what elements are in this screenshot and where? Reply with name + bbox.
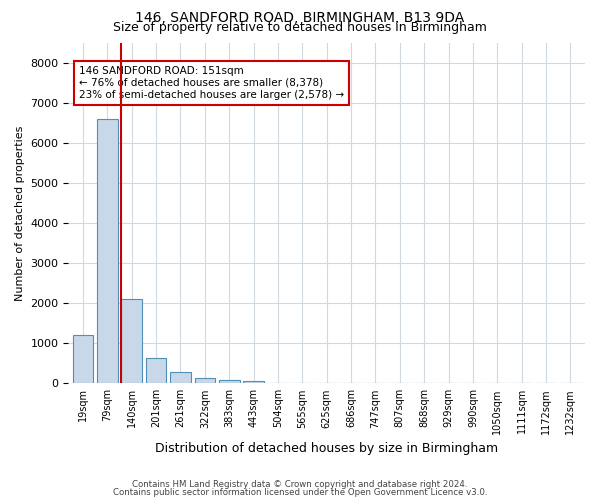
- Text: Contains HM Land Registry data © Crown copyright and database right 2024.: Contains HM Land Registry data © Crown c…: [132, 480, 468, 489]
- Text: 146, SANDFORD ROAD, BIRMINGHAM, B13 9DA: 146, SANDFORD ROAD, BIRMINGHAM, B13 9DA: [136, 11, 464, 25]
- Text: Size of property relative to detached houses in Birmingham: Size of property relative to detached ho…: [113, 22, 487, 35]
- Bar: [170, 372, 191, 384]
- Bar: [219, 380, 239, 384]
- Bar: [194, 378, 215, 384]
- Bar: [97, 118, 118, 384]
- Bar: [73, 335, 94, 384]
- Bar: [146, 358, 166, 384]
- X-axis label: Distribution of detached houses by size in Birmingham: Distribution of detached houses by size …: [155, 442, 498, 455]
- Text: Contains public sector information licensed under the Open Government Licence v3: Contains public sector information licen…: [113, 488, 487, 497]
- Bar: [243, 382, 264, 384]
- Bar: [121, 299, 142, 384]
- Text: 146 SANDFORD ROAD: 151sqm
← 76% of detached houses are smaller (8,378)
23% of se: 146 SANDFORD ROAD: 151sqm ← 76% of detac…: [79, 66, 344, 100]
- Y-axis label: Number of detached properties: Number of detached properties: [15, 125, 25, 300]
